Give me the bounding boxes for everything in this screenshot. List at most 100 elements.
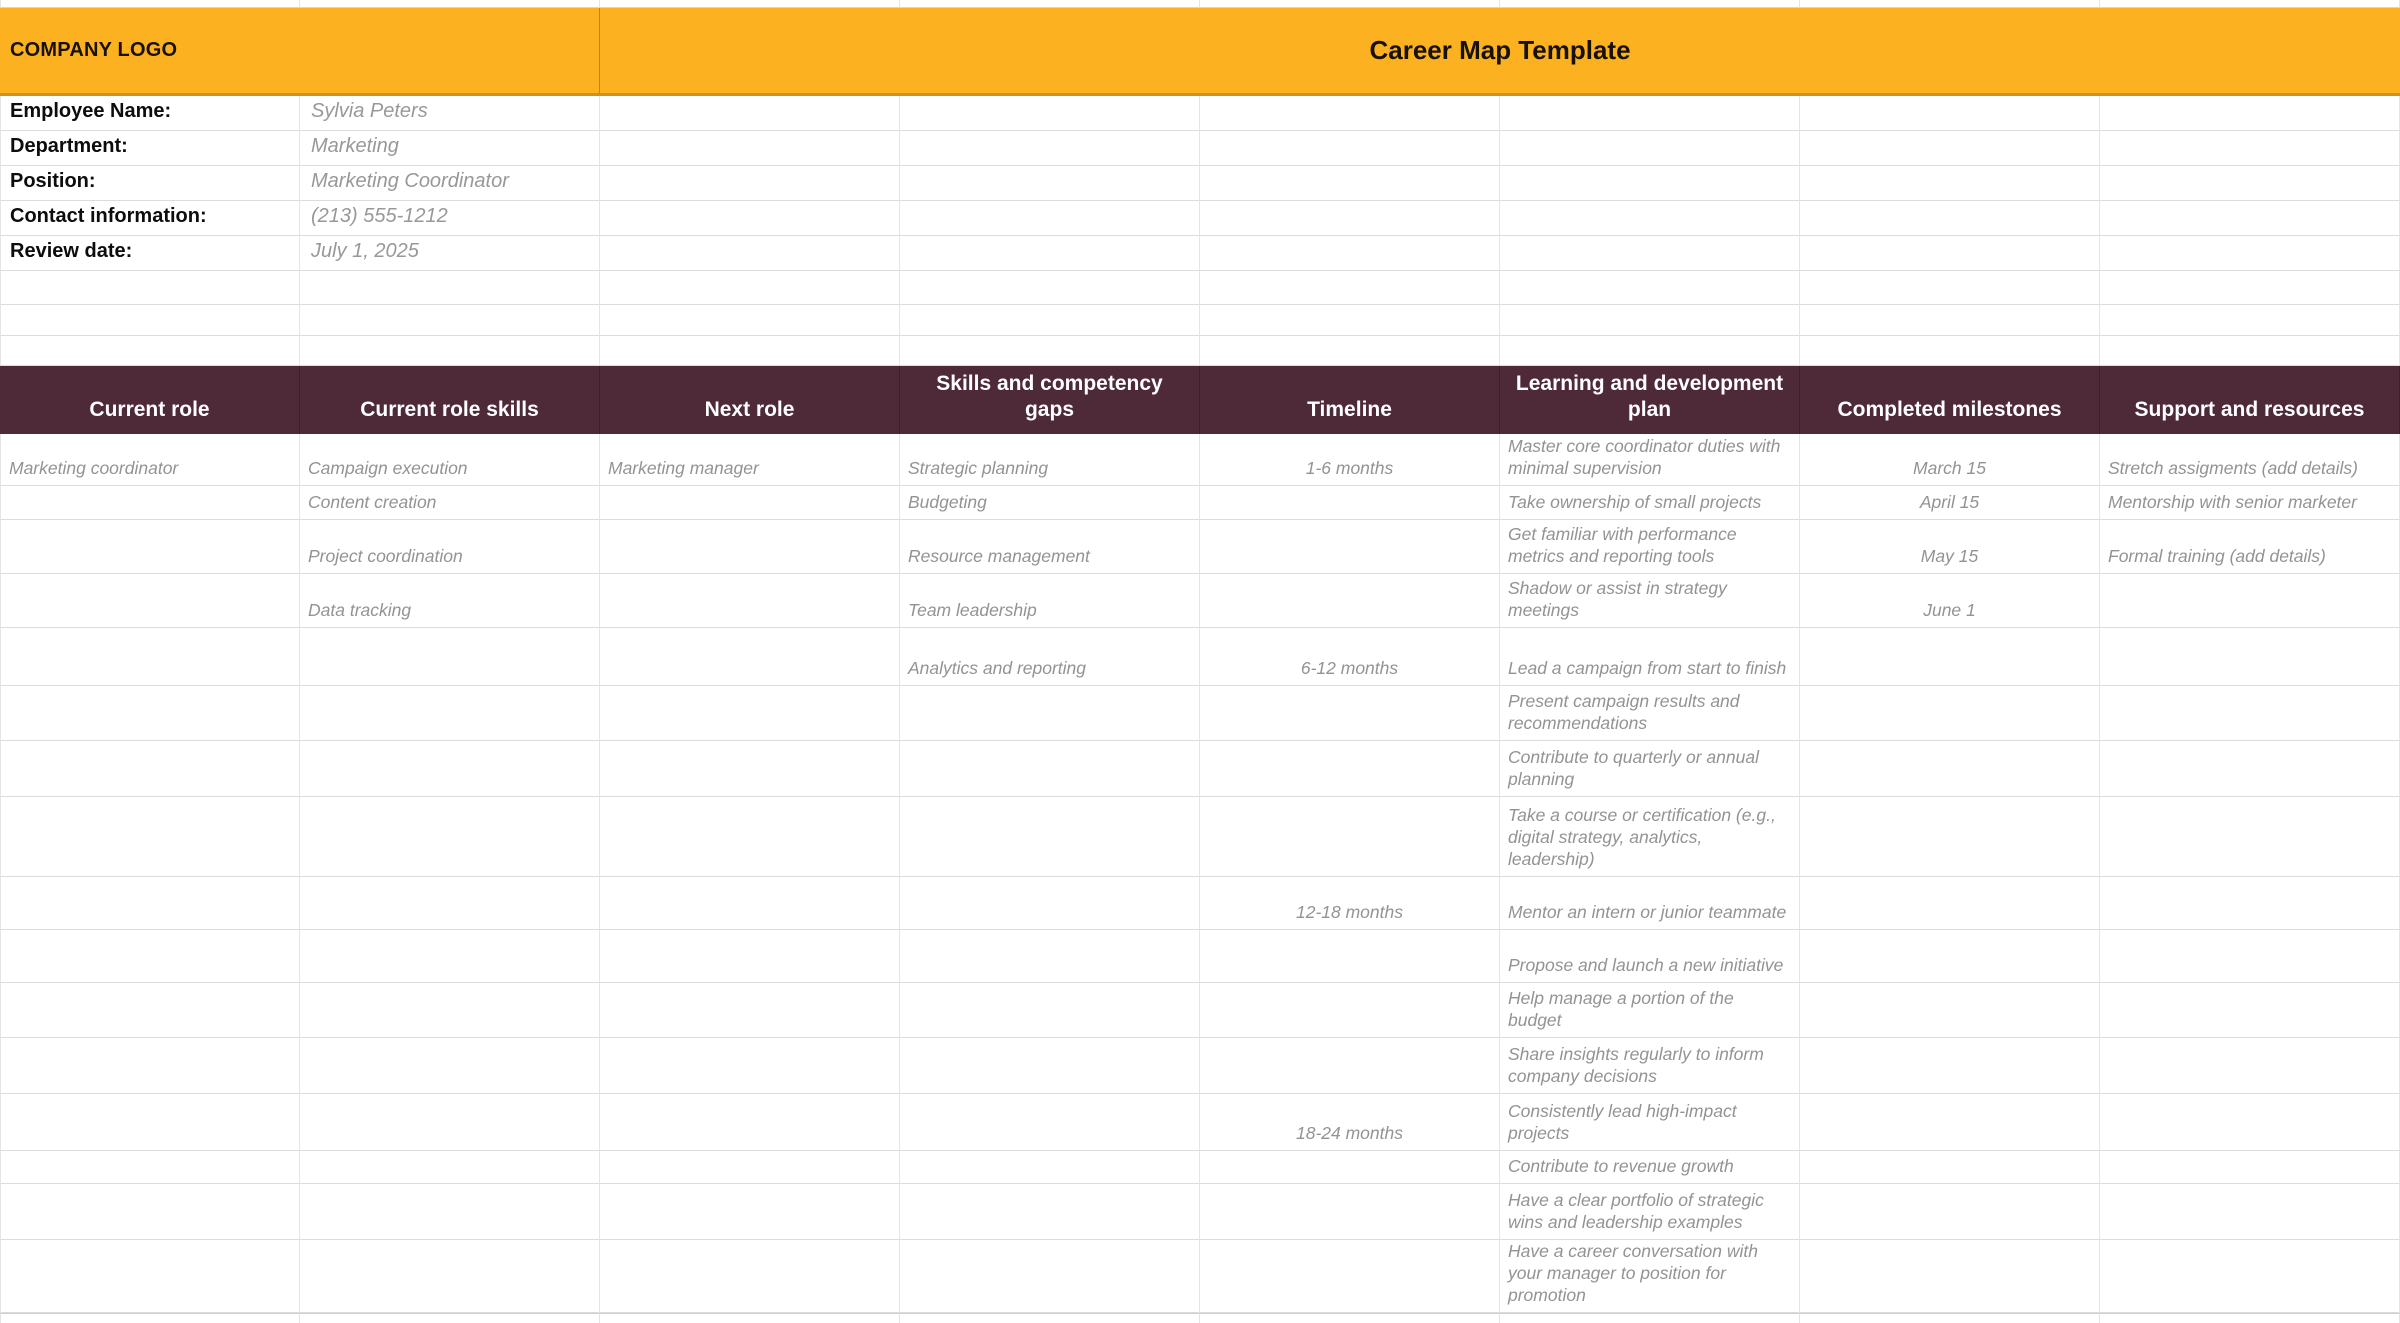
empty-cell[interactable] <box>600 201 900 236</box>
table-cell[interactable] <box>1200 574 1500 628</box>
table-cell[interactable]: Strategic planning <box>900 434 1200 486</box>
table-cell[interactable] <box>1200 1184 1500 1240</box>
table-cell[interactable]: 12-18 months <box>1200 877 1500 930</box>
table-cell[interactable] <box>2100 930 2400 983</box>
table-cell[interactable]: Take ownership of small projects <box>1500 486 1800 520</box>
table-cell[interactable] <box>900 877 1200 930</box>
table-cell[interactable] <box>2100 628 2400 686</box>
table-cell[interactable] <box>0 741 300 797</box>
empty-cell[interactable] <box>900 336 1200 366</box>
table-cell[interactable] <box>600 574 900 628</box>
table-cell[interactable] <box>2100 797 2400 877</box>
empty-cell[interactable] <box>900 236 1200 271</box>
table-cell[interactable]: Marketing manager <box>600 434 900 486</box>
empty-cell[interactable] <box>600 305 900 336</box>
empty-cell[interactable] <box>600 131 900 166</box>
table-cell[interactable] <box>300 877 600 930</box>
table-cell[interactable] <box>600 930 900 983</box>
table-cell[interactable] <box>300 1184 600 1240</box>
info-label[interactable]: Position: <box>0 166 300 201</box>
empty-cell[interactable] <box>1200 305 1500 336</box>
empty-cell[interactable] <box>1500 96 1800 131</box>
table-cell[interactable] <box>600 1184 900 1240</box>
table-cell[interactable]: Data tracking <box>300 574 600 628</box>
table-cell[interactable] <box>300 983 600 1038</box>
table-cell[interactable] <box>1200 930 1500 983</box>
table-cell[interactable] <box>600 520 900 574</box>
table-cell[interactable] <box>0 628 300 686</box>
table-cell[interactable]: Consistently lead high-impact projects <box>1500 1094 1800 1151</box>
empty-cell[interactable] <box>2100 131 2400 166</box>
info-value[interactable]: Marketing Coordinator <box>300 166 600 201</box>
empty-cell[interactable] <box>2100 305 2400 336</box>
table-cell[interactable]: Content creation <box>300 486 600 520</box>
table-cell[interactable]: Master core coordinator duties with mini… <box>1500 434 1800 486</box>
table-header-cell[interactable]: Skills and competency gaps <box>900 366 1200 434</box>
table-cell[interactable] <box>600 741 900 797</box>
empty-cell[interactable] <box>2100 271 2400 305</box>
table-cell[interactable]: May 15 <box>1800 520 2100 574</box>
info-label[interactable]: Department: <box>0 131 300 166</box>
empty-cell[interactable] <box>1800 96 2100 131</box>
table-cell[interactable] <box>300 1240 600 1313</box>
empty-cell[interactable] <box>600 271 900 305</box>
table-header-cell[interactable]: Completed milestones <box>1800 366 2100 434</box>
info-value[interactable]: (213) 555-1212 <box>300 201 600 236</box>
table-cell[interactable]: Lead a campaign from start to finish <box>1500 628 1800 686</box>
table-cell[interactable] <box>600 877 900 930</box>
company-logo-cell[interactable]: COMPANY LOGO <box>0 8 600 93</box>
empty-cell[interactable] <box>0 271 300 305</box>
info-label[interactable]: Review date: <box>0 236 300 271</box>
table-header-cell[interactable]: Current role <box>0 366 300 434</box>
info-value[interactable]: July 1, 2025 <box>300 236 600 271</box>
table-cell[interactable] <box>900 1184 1200 1240</box>
table-cell[interactable] <box>600 686 900 741</box>
table-cell[interactable]: Project coordination <box>300 520 600 574</box>
table-cell[interactable] <box>2100 1184 2400 1240</box>
table-cell[interactable]: Resource management <box>900 520 1200 574</box>
table-header-cell[interactable]: Current role skills <box>300 366 600 434</box>
empty-cell[interactable] <box>0 305 300 336</box>
table-cell[interactable] <box>1800 1094 2100 1151</box>
table-cell[interactable]: Take a course or certification (e.g., di… <box>1500 797 1800 877</box>
empty-cell[interactable] <box>1800 131 2100 166</box>
table-cell[interactable]: Have a clear portfolio of strategic wins… <box>1500 1184 1800 1240</box>
table-cell[interactable] <box>300 628 600 686</box>
table-cell[interactable]: Help manage a portion of the budget <box>1500 983 1800 1038</box>
empty-cell[interactable] <box>1200 96 1500 131</box>
table-cell[interactable] <box>300 1151 600 1184</box>
table-cell[interactable] <box>2100 1094 2400 1151</box>
table-cell[interactable]: Formal training (add details) <box>2100 520 2400 574</box>
info-value[interactable]: Sylvia Peters <box>300 96 600 131</box>
table-cell[interactable]: Budgeting <box>900 486 1200 520</box>
empty-cell[interactable] <box>900 131 1200 166</box>
table-cell[interactable] <box>1200 1151 1500 1184</box>
table-cell[interactable] <box>1800 628 2100 686</box>
table-cell[interactable] <box>0 686 300 741</box>
empty-cell[interactable] <box>1200 336 1500 366</box>
sheet-title-cell[interactable]: Career Map Template <box>600 8 2400 93</box>
empty-cell[interactable] <box>1500 305 1800 336</box>
table-cell[interactable] <box>1800 741 2100 797</box>
table-cell[interactable] <box>1800 1038 2100 1094</box>
empty-cell[interactable] <box>300 305 600 336</box>
table-header-cell[interactable]: Next role <box>600 366 900 434</box>
table-cell[interactable] <box>1200 520 1500 574</box>
table-header-cell[interactable]: Timeline <box>1200 366 1500 434</box>
table-cell[interactable] <box>1200 686 1500 741</box>
empty-cell[interactable] <box>600 336 900 366</box>
table-cell[interactable]: 1-6 months <box>1200 434 1500 486</box>
empty-cell[interactable] <box>300 336 600 366</box>
table-cell[interactable]: Team leadership <box>900 574 1200 628</box>
empty-cell[interactable] <box>1800 271 2100 305</box>
table-cell[interactable] <box>1200 1240 1500 1313</box>
table-cell[interactable] <box>900 1094 1200 1151</box>
empty-cell[interactable] <box>300 271 600 305</box>
table-cell[interactable] <box>300 797 600 877</box>
table-cell[interactable]: Propose and launch a new initiative <box>1500 930 1800 983</box>
table-cell[interactable] <box>2100 877 2400 930</box>
table-cell[interactable] <box>2100 686 2400 741</box>
empty-cell[interactable] <box>900 271 1200 305</box>
empty-cell[interactable] <box>1200 201 1500 236</box>
table-cell[interactable] <box>1800 877 2100 930</box>
